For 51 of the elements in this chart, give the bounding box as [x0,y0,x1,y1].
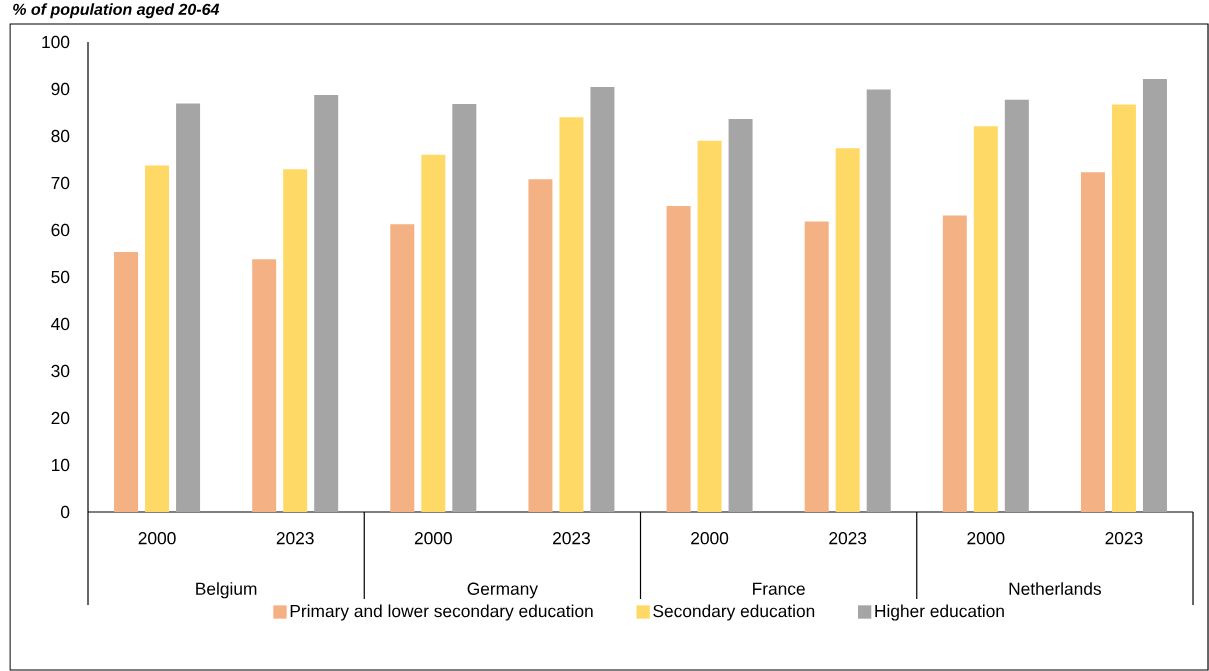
y-tick-label: 0 [60,505,70,519]
bar [835,148,860,512]
bar [452,104,477,512]
legend-label: Primary and lower secondary education [290,604,593,621]
bar [421,154,446,512]
bar [866,89,891,512]
x-tick-label: 2000 [967,532,1005,545]
y-tick-label: 40 [51,317,70,331]
text: Germany [467,582,538,599]
bar [559,117,584,512]
y-tick-label: 60 [51,223,70,237]
text: Belgium [196,582,257,599]
x-tick-label: 2023 [1105,532,1143,545]
bar [973,126,998,512]
bar [528,179,553,512]
x-tick-label: 2023 [553,532,590,545]
x-tick-label: 2023 [829,532,867,545]
y-tick-label: 30 [51,364,70,378]
bar [314,95,339,512]
legend-label: Higher education [875,604,1004,621]
text: Netherlands [1009,582,1101,595]
bar [390,224,415,512]
bar [728,119,753,512]
y-tick-label: 100 [42,35,70,49]
y-tick-label: 10 [52,458,70,472]
bar [1004,99,1029,512]
bar [1111,104,1136,512]
x-tick-label: 2000 [414,532,452,545]
bar [283,169,308,512]
bar [252,259,277,512]
bar [1142,79,1167,512]
bar [145,165,170,512]
y-tick-label: 90 [51,82,70,96]
bar [114,252,139,512]
bar [590,87,615,512]
y-tick-label: 20 [51,411,70,425]
y-tick-label: 80 [51,129,70,143]
chart-title: % of population aged 20-64 [13,3,220,19]
legend-label: Secondary education [653,604,815,621]
bar [666,206,691,512]
bar [697,140,722,512]
x-tick-label: 2000 [138,532,176,545]
text: France [753,582,805,595]
x-tick-label: 2023 [276,532,314,545]
y-tick-label: 50 [51,270,70,284]
bar [942,215,967,512]
y-tick-label: 70 [51,176,70,190]
x-tick-label: 2000 [691,532,729,545]
bar [176,103,201,512]
bar [1080,172,1105,512]
bar [804,221,829,512]
